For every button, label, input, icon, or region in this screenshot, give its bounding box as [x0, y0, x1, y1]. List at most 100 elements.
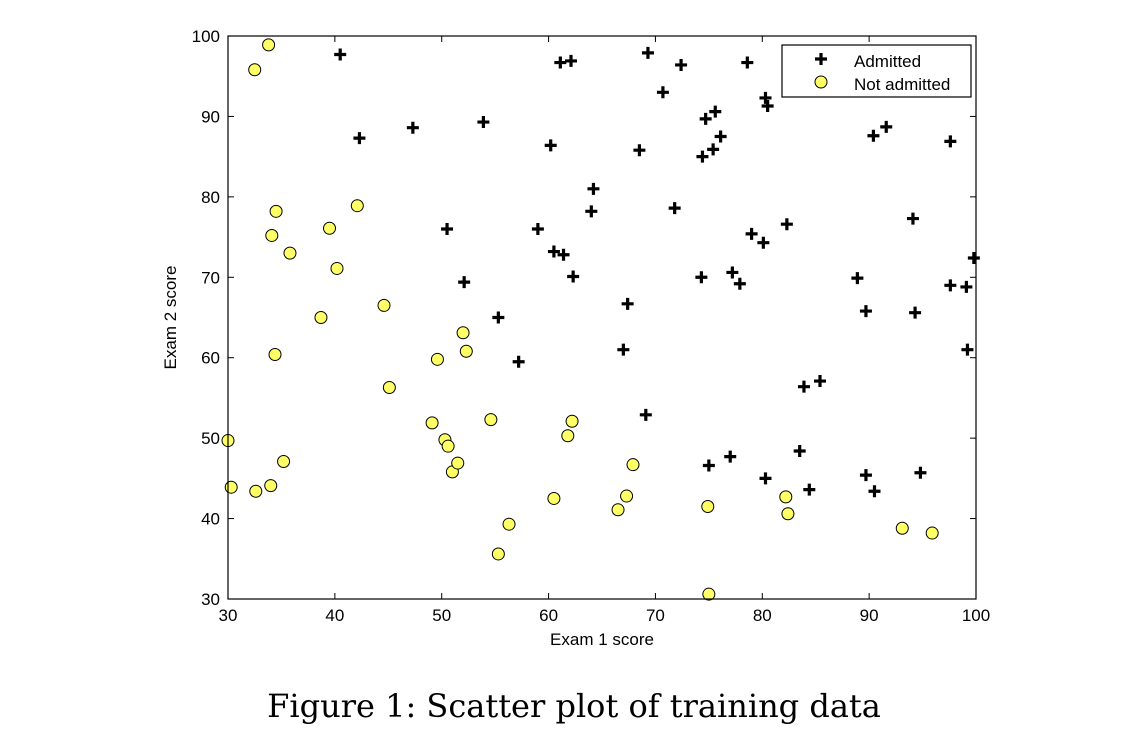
y-tick-label: 70 — [201, 268, 220, 287]
admitted-point — [656, 86, 669, 99]
admitted-point — [914, 466, 927, 479]
not-admitted-point — [459, 344, 473, 358]
not-admitted-point — [330, 261, 344, 275]
admitted-point — [880, 120, 893, 133]
x-tick-label: 50 — [432, 606, 451, 625]
legend-label-admitted: Admitted — [854, 52, 921, 71]
admitted-point — [695, 271, 708, 284]
legend-marker-not-admitted-icon — [814, 75, 828, 89]
admitted-point — [961, 343, 974, 356]
not-admitted-point — [350, 199, 364, 213]
not-admitted-point — [265, 228, 279, 242]
admitted-point — [406, 121, 419, 134]
not-admitted-point — [491, 547, 505, 561]
not-admitted-point — [456, 326, 470, 340]
not-admitted-point — [701, 500, 715, 514]
not-admitted-point — [611, 503, 625, 517]
not-admitted-point — [262, 38, 276, 52]
not-admitted-point — [249, 484, 263, 498]
admitted-point — [702, 459, 715, 472]
x-axis-label: Exam 1 score — [550, 630, 654, 649]
not-admitted-point — [382, 380, 396, 394]
not-admitted-point — [779, 490, 793, 504]
admitted-point — [641, 46, 654, 59]
not-admitted-point — [264, 479, 278, 493]
admitted-point — [793, 445, 806, 458]
admitted-point — [675, 58, 688, 71]
admitted-point — [554, 56, 567, 69]
admitted-point — [668, 202, 681, 215]
legend-circle-marker — [814, 75, 828, 89]
admitted-point — [757, 236, 770, 249]
legend: Admitted Not admitted — [781, 44, 972, 98]
admitted-point — [909, 306, 922, 319]
not-admitted-point — [441, 439, 455, 453]
admitted-point — [761, 99, 774, 112]
admitted-point — [565, 54, 578, 67]
admitted-point — [944, 135, 957, 148]
admitted-point — [547, 245, 560, 258]
admitted-point — [639, 408, 652, 421]
legend-label-not-admitted: Not admitted — [854, 75, 950, 94]
admitted-point — [803, 483, 816, 496]
admitted-point — [557, 248, 570, 261]
y-tick-label: 60 — [201, 349, 220, 368]
not-admitted-point — [323, 221, 337, 235]
axis-ticks: 30 40 50 60 70 80 90 100 30 40 50 60 70 80 90 100 — [192, 27, 991, 625]
admitted-point — [696, 150, 709, 163]
axes-frame — [227, 35, 977, 600]
admitted-point — [707, 143, 720, 156]
admitted-point — [745, 227, 758, 240]
admitted-point — [733, 277, 746, 290]
admitted-point — [726, 266, 739, 279]
admitted-point — [868, 485, 881, 498]
admitted-point — [585, 205, 598, 218]
admitted-point — [741, 56, 754, 69]
y-tick-label: 80 — [201, 188, 220, 207]
x-tick-label: 60 — [539, 606, 558, 625]
admitted-point — [944, 279, 957, 292]
not-admitted-point — [377, 298, 391, 312]
not-admitted-point — [283, 246, 297, 260]
admitted-point — [759, 91, 772, 104]
not-admitted-point — [702, 587, 716, 601]
not-admitted-point — [425, 416, 439, 430]
not-admitted-point — [620, 489, 634, 503]
not-admitted-point — [269, 204, 283, 218]
x-tick-label: 70 — [646, 606, 665, 625]
not-admitted-point — [547, 491, 561, 505]
figure-caption: Figure 1: Scatter plot of training data — [267, 687, 881, 725]
admitted-point — [334, 48, 347, 61]
admitted-point — [567, 270, 580, 283]
admitted-point — [441, 223, 454, 236]
not-admitted-point — [565, 414, 579, 428]
admitted-point — [709, 105, 722, 118]
legend-plus-marker — [815, 53, 827, 65]
y-axis-label: Exam 2 score — [161, 266, 180, 370]
y-tick-label: 40 — [201, 510, 220, 529]
admitted-point — [699, 112, 712, 125]
admitted-point — [906, 212, 919, 225]
x-tick-label: 90 — [860, 606, 879, 625]
legend-box — [781, 44, 972, 98]
x-tick-label: 40 — [325, 606, 344, 625]
admitted-point — [859, 469, 872, 482]
x-tick-label: 30 — [219, 606, 238, 625]
y-tick-label: 90 — [201, 107, 220, 126]
admitted-point — [960, 280, 973, 293]
admitted-point — [967, 251, 980, 264]
not-admitted-point — [248, 63, 262, 77]
y-tick-label: 30 — [201, 590, 220, 609]
admitted-point — [492, 311, 505, 324]
legend-marker-admitted-icon — [815, 53, 827, 65]
admitted-point — [512, 355, 525, 368]
admitted-point — [617, 343, 630, 356]
y-tick-label: 100 — [192, 27, 220, 46]
not-admitted-point — [224, 480, 238, 494]
not-admitted-point — [484, 413, 498, 427]
not-admitted-point — [314, 311, 328, 324]
admitted-point — [458, 276, 471, 289]
admitted-point — [780, 218, 793, 231]
x-tick-label: 80 — [753, 606, 772, 625]
